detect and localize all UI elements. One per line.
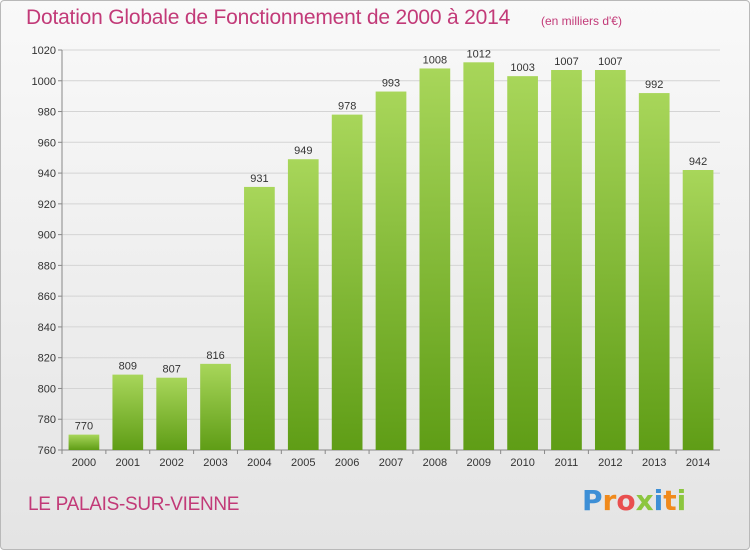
logo-letter: t bbox=[663, 484, 677, 517]
bar-2007 bbox=[375, 91, 407, 451]
bar-value-label: 978 bbox=[338, 101, 356, 113]
chart-title: Dotation Globale de Fonctionnement de 20… bbox=[26, 6, 511, 29]
bar-value-label: 942 bbox=[689, 156, 707, 168]
bar-value-label: 949 bbox=[294, 145, 312, 157]
logo-letter: o bbox=[616, 484, 636, 517]
bar-value-label: 807 bbox=[162, 364, 180, 376]
y-tick-label: 920 bbox=[38, 199, 56, 211]
logo-letter: x bbox=[635, 484, 654, 517]
y-tick-label: 1020 bbox=[32, 45, 56, 57]
bar-value-label: 992 bbox=[645, 79, 663, 91]
proxiti-logo: Proxiti bbox=[582, 484, 686, 517]
x-tick-label: 2000 bbox=[72, 457, 96, 469]
bar-value-label: 816 bbox=[206, 350, 224, 362]
bar-2008 bbox=[419, 68, 451, 450]
bar-value-label: 1003 bbox=[510, 62, 534, 74]
y-tick-label: 840 bbox=[38, 322, 56, 334]
y-tick-label: 960 bbox=[38, 137, 56, 149]
logo-letter: i bbox=[676, 484, 687, 517]
y-tick-label: 1000 bbox=[32, 76, 56, 88]
logo-letter: P bbox=[582, 484, 603, 517]
bar-2002 bbox=[156, 377, 188, 450]
bar-2009 bbox=[463, 62, 495, 451]
x-tick-label: 2013 bbox=[642, 457, 666, 469]
x-tick-label: 2002 bbox=[159, 457, 183, 469]
bar-2004 bbox=[244, 186, 275, 450]
bar-value-label: 770 bbox=[75, 421, 93, 433]
y-tick-label: 780 bbox=[38, 414, 56, 426]
x-tick-label: 2014 bbox=[686, 457, 710, 469]
y-tick-label: 940 bbox=[38, 168, 56, 180]
x-tick-label: 2007 bbox=[379, 457, 403, 469]
place-name: LE PALAIS-SUR-VIENNE bbox=[28, 494, 240, 515]
bar-2014 bbox=[682, 170, 714, 450]
bar-2005 bbox=[287, 159, 319, 450]
bar-value-label: 931 bbox=[250, 173, 268, 185]
x-tick-label: 2009 bbox=[466, 457, 490, 469]
x-tick-label: 2001 bbox=[116, 457, 140, 469]
x-tick-label: 2006 bbox=[335, 457, 359, 469]
bar-2013 bbox=[638, 93, 670, 451]
x-tick-label: 2011 bbox=[555, 457, 579, 469]
x-tick-label: 2012 bbox=[598, 457, 622, 469]
bar-value-label: 1008 bbox=[423, 54, 447, 66]
bar-2006 bbox=[331, 114, 363, 450]
logo-letter: i bbox=[653, 484, 664, 517]
bar-value-label: 993 bbox=[382, 78, 400, 90]
x-axis: 2000 2001 2002 2003 2004 2005 2006 2007 2008 2009… bbox=[61, 450, 710, 469]
bar-value-label: 809 bbox=[119, 361, 137, 373]
logo-letter: r bbox=[602, 484, 617, 517]
x-tick-label: 2003 bbox=[203, 457, 227, 469]
bar-2012 bbox=[594, 70, 626, 450]
y-axis: 760 780 800 820 840 860 880 900 920 940 960 980 1000… bbox=[32, 45, 63, 457]
bar-2010 bbox=[507, 76, 538, 451]
bar-2011 bbox=[551, 70, 582, 450]
y-tick-label: 880 bbox=[38, 260, 56, 272]
bars: 770 809 807 816 931 949 978 993 1008 1012 1003 1007… bbox=[68, 48, 714, 451]
y-tick-label: 800 bbox=[38, 383, 56, 395]
bar-value-label: 1012 bbox=[466, 48, 490, 60]
x-tick-label: 2005 bbox=[291, 457, 315, 469]
x-tick-label: 2008 bbox=[423, 457, 447, 469]
y-tick-label: 900 bbox=[38, 230, 56, 242]
bar-2000 bbox=[68, 434, 100, 450]
x-tick-label: 2010 bbox=[510, 457, 534, 469]
y-tick-label: 820 bbox=[38, 353, 56, 365]
y-tick-label: 860 bbox=[38, 291, 56, 303]
bar-2003 bbox=[200, 363, 231, 450]
bar-value-label: 1007 bbox=[554, 56, 578, 68]
bar-2001 bbox=[112, 374, 144, 450]
bar-value-label: 1007 bbox=[598, 56, 622, 68]
y-tick-label: 980 bbox=[38, 107, 56, 119]
x-tick-label: 2004 bbox=[247, 457, 271, 469]
y-tick-label: 760 bbox=[38, 445, 56, 457]
unit-label: (en milliers d'€) bbox=[541, 14, 622, 28]
